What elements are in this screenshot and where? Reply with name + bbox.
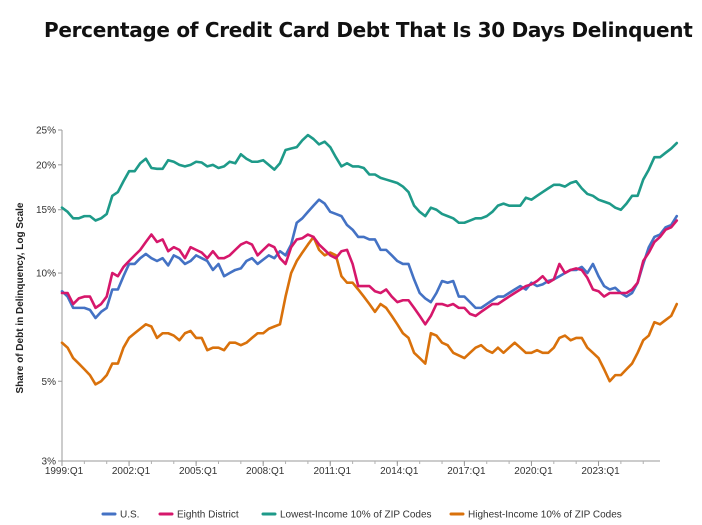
legend: U.S. Eighth District Lowest-Income 10% of … [101,510,622,521]
x-tick-label: 2023:Q1 [581,466,620,477]
legend-label: Eighth District [177,510,239,521]
x-tick-label: 2005:Q1 [179,466,218,477]
x-tick-label: 1999:Q1 [45,466,84,477]
y-tick-label: 25% [36,126,56,137]
x-tick-label: 2011:Q1 [313,466,351,477]
legend-label: Highest-Income 10% of ZIP Codes [468,510,622,521]
series-line-3 [60,133,679,225]
legend-label: Lowest-Income 10% of ZIP Codes [280,510,432,521]
series-line-4 [60,235,679,386]
series-line-2 [60,219,679,326]
y-tick-label: 10% [36,269,56,280]
chart-title: Percentage of Credit Card Debt That Is 3… [44,18,693,42]
x-tick-label: 2017:Q1 [447,466,486,477]
series-line-1 [60,198,679,320]
x-tick-label: 2008:Q1 [246,466,285,477]
x-tick-label: 2020:Q1 [514,466,553,477]
y-tick-label: 15% [36,205,56,216]
y-tick-label: 5% [42,377,57,388]
axes: 25% 20% 15% 10% 5% 3%1999:Q1 2002:Q1 2005:Q1 200… [36,126,660,477]
x-tick-label: 2014:Q1 [380,466,419,477]
legend-label: U.S. [120,510,139,521]
y-tick-label: 20% [36,160,56,171]
series-lines [60,133,679,386]
x-tick-label: 2002:Q1 [112,466,151,477]
y-tick-label: 3% [42,457,57,468]
y-axis-title: Share of Debt in Delinquency, Log Scale [15,202,26,393]
